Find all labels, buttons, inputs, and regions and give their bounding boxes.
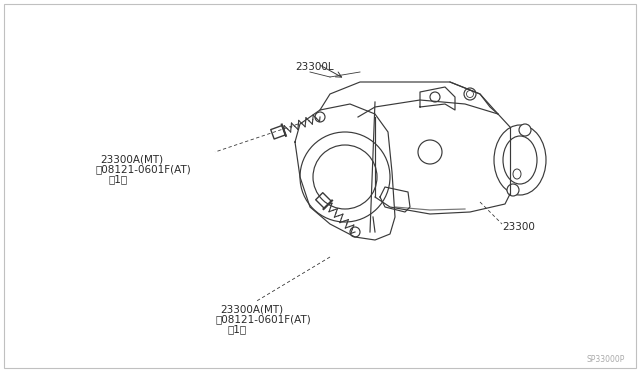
Circle shape bbox=[519, 124, 531, 136]
Circle shape bbox=[315, 112, 325, 122]
Text: 23300A(MT): 23300A(MT) bbox=[100, 154, 163, 164]
Text: 23300L: 23300L bbox=[295, 62, 333, 72]
Circle shape bbox=[350, 227, 360, 237]
Circle shape bbox=[418, 140, 442, 164]
Text: SP33000P: SP33000P bbox=[587, 355, 625, 364]
Circle shape bbox=[464, 88, 476, 100]
Circle shape bbox=[300, 132, 390, 222]
Ellipse shape bbox=[494, 125, 546, 195]
Ellipse shape bbox=[503, 136, 537, 184]
Text: 23300: 23300 bbox=[502, 222, 535, 232]
Text: Ⓑ08121-0601F(AT): Ⓑ08121-0601F(AT) bbox=[95, 164, 191, 174]
Text: （1）: （1） bbox=[228, 324, 247, 334]
Circle shape bbox=[507, 184, 519, 196]
Text: （1）: （1） bbox=[108, 174, 127, 184]
Text: Ⓑ08121-0601F(AT): Ⓑ08121-0601F(AT) bbox=[215, 314, 311, 324]
Circle shape bbox=[430, 92, 440, 102]
Text: 23300A(MT): 23300A(MT) bbox=[220, 304, 283, 314]
